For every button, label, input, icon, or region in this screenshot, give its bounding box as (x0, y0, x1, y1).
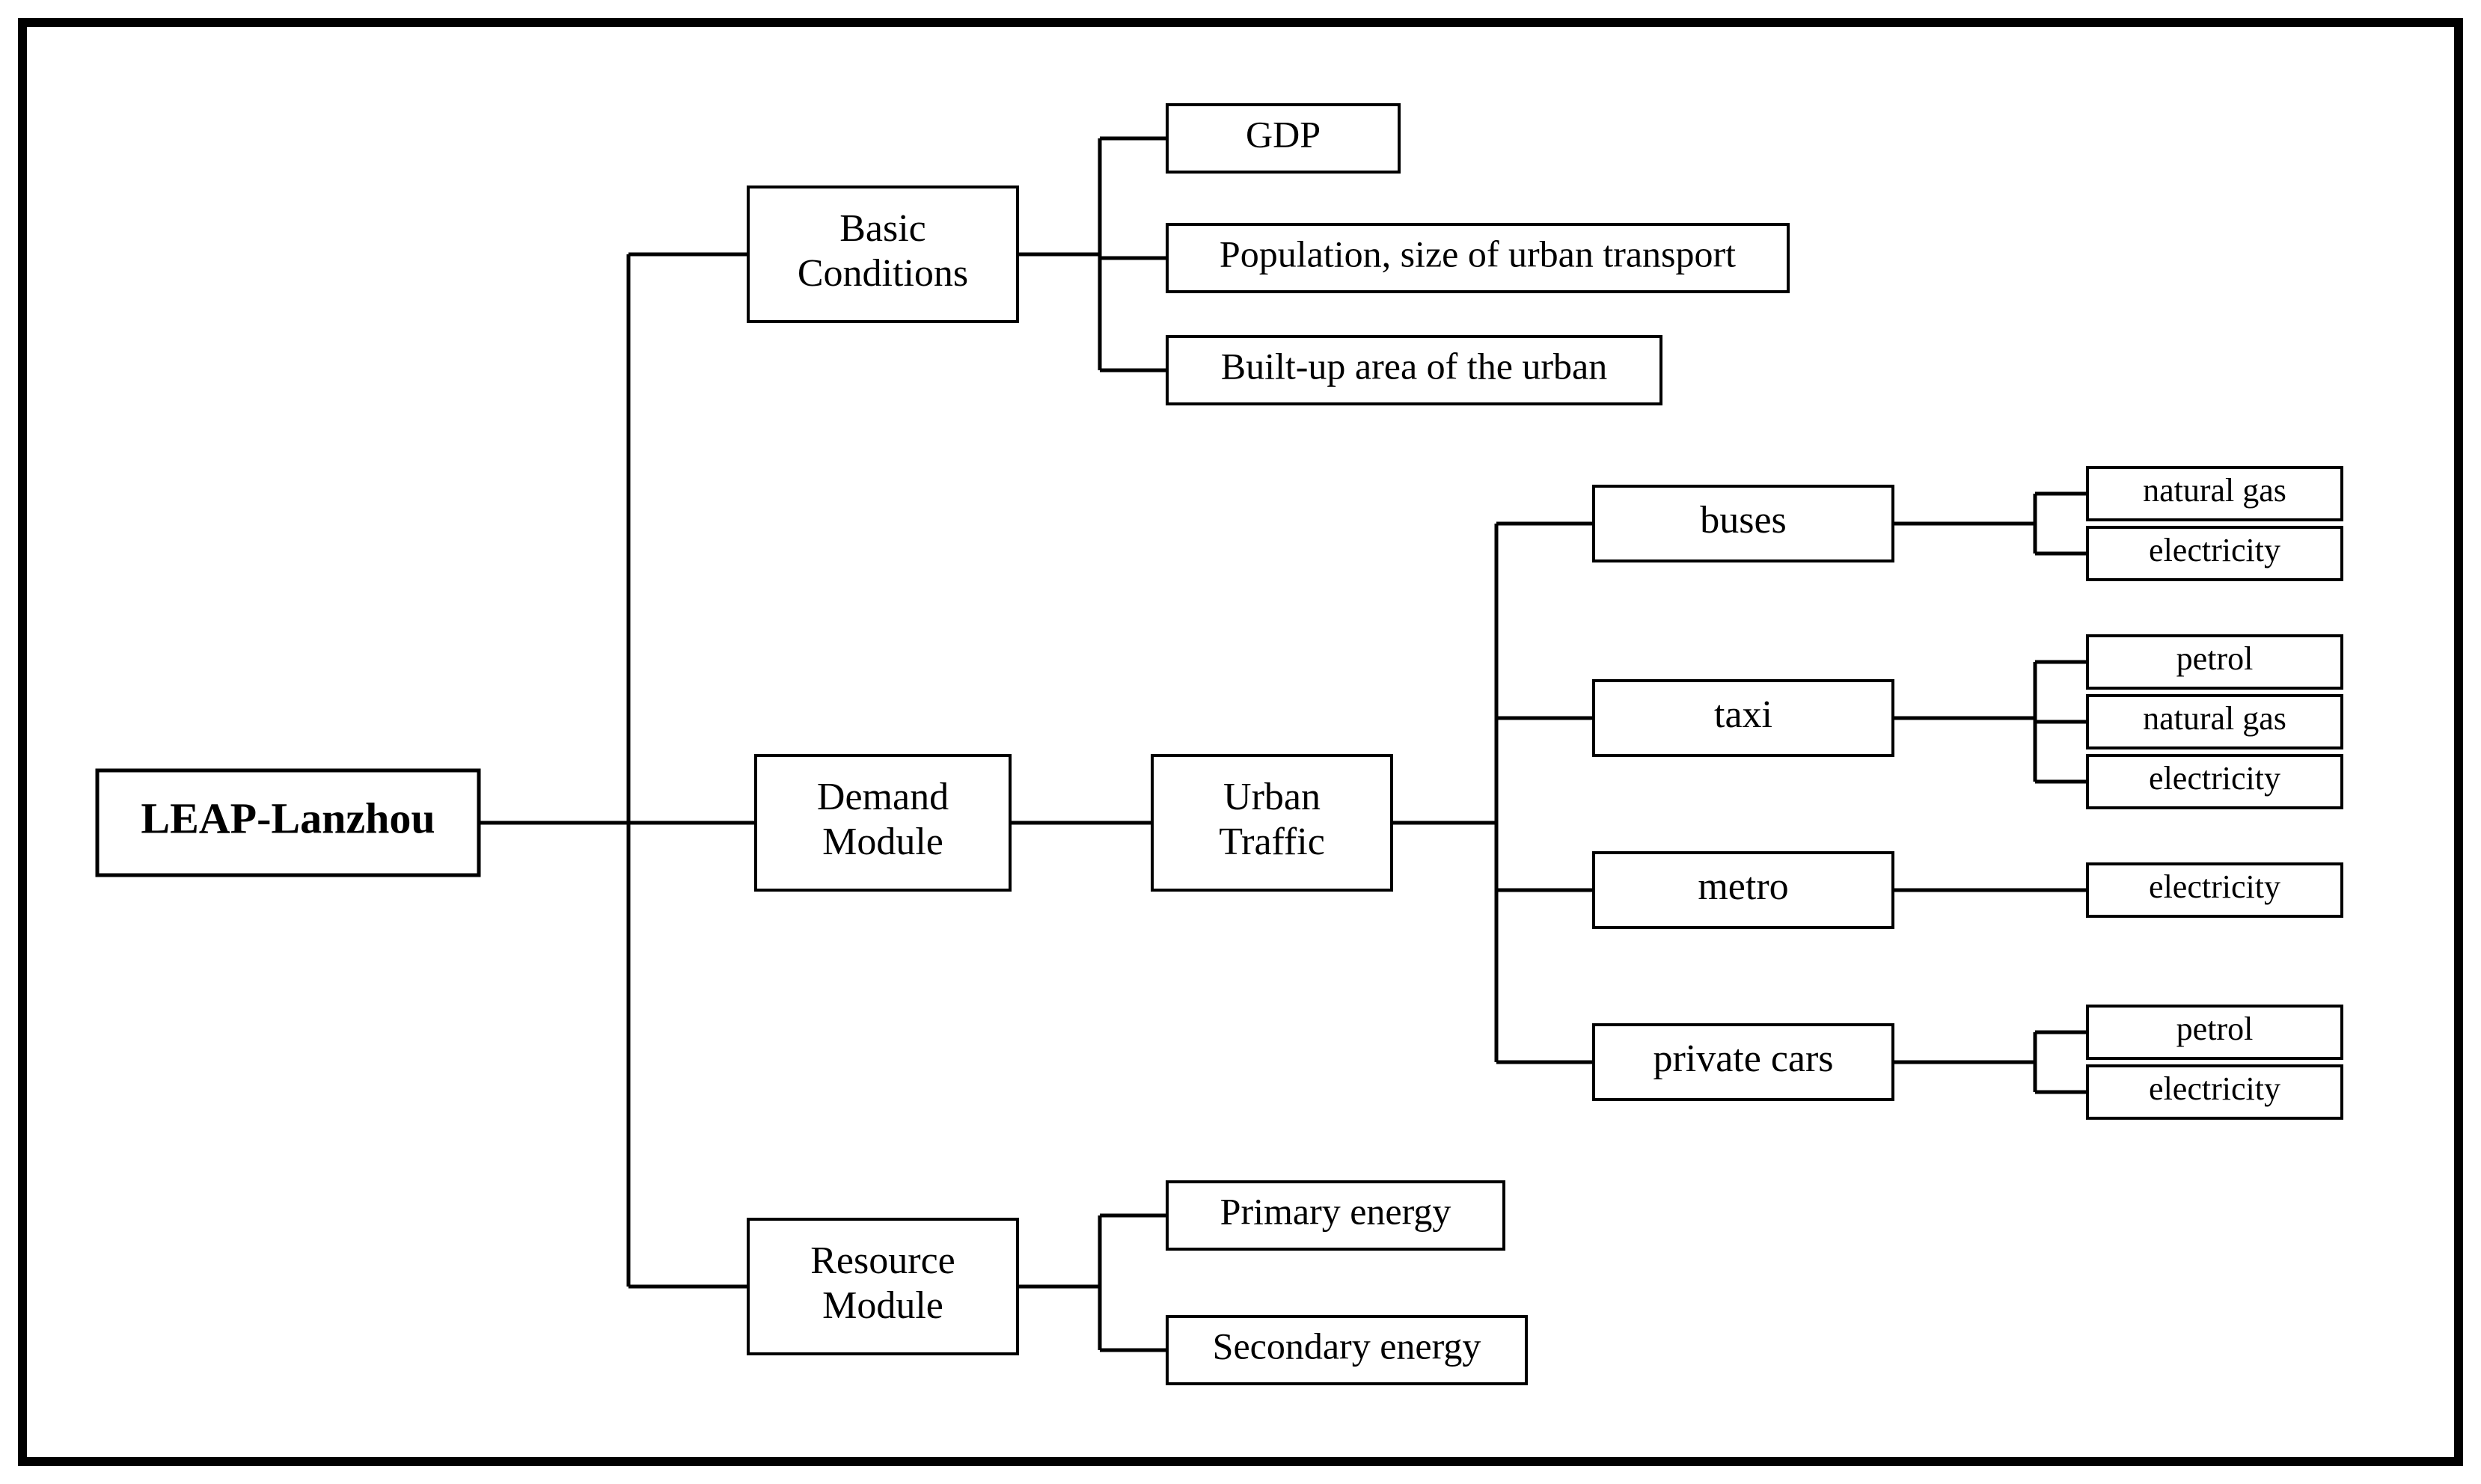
node-label: electricity (2149, 1070, 2280, 1107)
node-priv_pe: petrol (2087, 1006, 2342, 1058)
node-label: taxi (1714, 693, 1772, 736)
node-label: Urban (1223, 776, 1321, 818)
node-label: Built-up area of the urban (1221, 345, 1607, 387)
node-bus_ng: natural gas (2087, 467, 2342, 520)
node-label: petrol (2176, 1011, 2254, 1047)
node-metro: metro (1594, 853, 1893, 927)
node-label: electricity (2149, 532, 2280, 568)
node-metro_el: electricity (2087, 864, 2342, 916)
node-label: Secondary energy (1213, 1325, 1481, 1367)
node-label: Resource (810, 1239, 955, 1282)
node-taxi_ng: natural gas (2087, 696, 2342, 748)
node-secondary: Secondary energy (1167, 1316, 1526, 1384)
node-resource: ResourceModule (748, 1219, 1018, 1354)
node-label: electricity (2149, 868, 2280, 905)
node-label: Conditions (798, 252, 968, 295)
node-urban: UrbanTraffic (1152, 755, 1392, 890)
node-primary: Primary energy (1167, 1182, 1504, 1249)
node-label: LEAP-Lanzhou (141, 794, 435, 842)
node-label: Traffic (1219, 821, 1325, 863)
node-label: metro (1698, 865, 1788, 908)
node-label: Population, size of urban transport (1220, 233, 1736, 275)
node-root: LEAP-Lanzhou (97, 770, 479, 875)
node-label: GDP (1246, 113, 1321, 155)
node-label: private cars (1653, 1037, 1833, 1080)
node-label: Primary energy (1220, 1190, 1451, 1232)
node-label: Demand (817, 776, 949, 818)
leap-lanzhou-tree: LEAP-LanzhouBasicConditionsDemandModuleR… (0, 0, 2481, 1484)
node-bus_el: electricity (2087, 527, 2342, 580)
node-label: electricity (2149, 760, 2280, 797)
node-priv_el: electricity (2087, 1066, 2342, 1118)
node-pop: Population, size of urban transport (1167, 224, 1788, 292)
node-label: buses (1700, 499, 1787, 542)
node-label: Basic (839, 207, 926, 250)
node-gdp: GDP (1167, 105, 1399, 172)
node-label: Module (822, 821, 943, 863)
node-label: natural gas (2143, 700, 2286, 737)
node-taxi_el: electricity (2087, 755, 2342, 808)
node-taxi_pe: petrol (2087, 636, 2342, 688)
node-buses: buses (1594, 486, 1893, 561)
node-label: Module (822, 1284, 943, 1327)
node-taxi: taxi (1594, 681, 1893, 755)
node-label: natural gas (2143, 472, 2286, 509)
node-basic: BasicConditions (748, 187, 1018, 322)
node-demand: DemandModule (756, 755, 1010, 890)
node-label: petrol (2176, 640, 2254, 677)
node-private: private cars (1594, 1025, 1893, 1100)
node-builtup: Built-up area of the urban (1167, 337, 1661, 404)
